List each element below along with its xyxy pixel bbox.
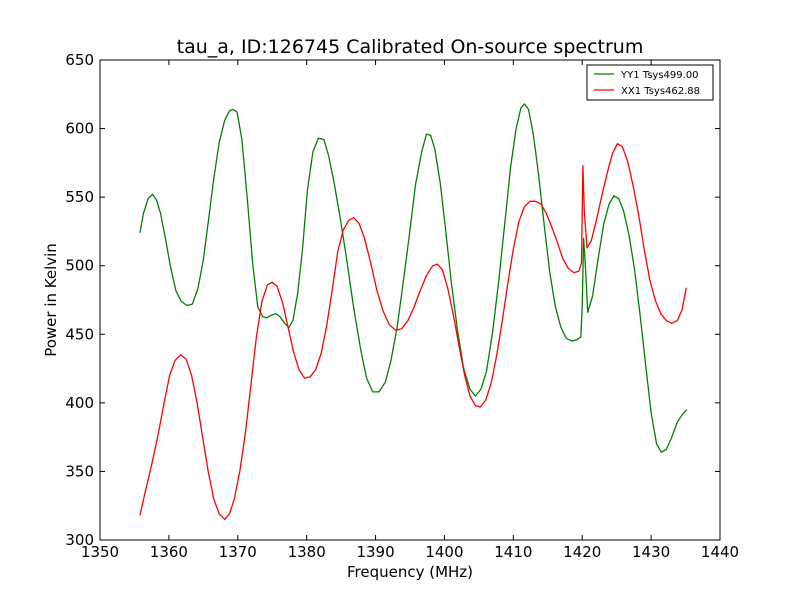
- x-tick-label: 1380: [288, 543, 326, 561]
- series-line-xx1: [139, 143, 687, 521]
- x-tick-label: 1430: [632, 543, 670, 561]
- plot-frame: [99, 59, 721, 541]
- x-tick-label: 1440: [701, 543, 739, 561]
- chart-title: tau_a, ID:126745 Calibrated On-source sp…: [177, 36, 644, 58]
- legend-label-xx1: XX1 Tsys462.88: [621, 86, 700, 97]
- x-tick-label: 1350: [81, 543, 119, 561]
- series-layer: [139, 103, 688, 521]
- x-axis: 1350 1360 1370 1380 1390 1400 1410 1420 1430 1440: [81, 60, 739, 561]
- series-line-yy1: [139, 103, 688, 453]
- y-axis-label: Power in Kelvin: [42, 243, 60, 357]
- y-tick-label: 400: [65, 394, 94, 412]
- legend-label-yy1: YY1 Tsys499.00: [620, 70, 699, 81]
- x-tick-label: 1420: [563, 543, 601, 561]
- y-tick-label: 550: [65, 188, 94, 206]
- y-axis: 300 350 400 450 500 550 600 650: [65, 51, 720, 549]
- x-tick-label: 1410: [494, 543, 532, 561]
- legend: YY1 Tsys499.00 XX1 Tsys462.88: [586, 64, 714, 101]
- y-tick-label: 350: [65, 462, 94, 480]
- y-tick-label: 500: [65, 257, 94, 275]
- legend-frame: [586, 64, 714, 101]
- y-tick-label: 300: [65, 531, 94, 549]
- x-tick-label: 1360: [150, 543, 188, 561]
- y-tick-label: 650: [65, 51, 94, 69]
- y-tick-label: 600: [65, 120, 94, 138]
- x-tick-label: 1390: [356, 543, 394, 561]
- y-tick-label: 450: [65, 325, 94, 343]
- x-tick-label: 1370: [219, 543, 257, 561]
- x-axis-label: Frequency (MHz): [347, 563, 473, 581]
- x-tick-label: 1400: [425, 543, 463, 561]
